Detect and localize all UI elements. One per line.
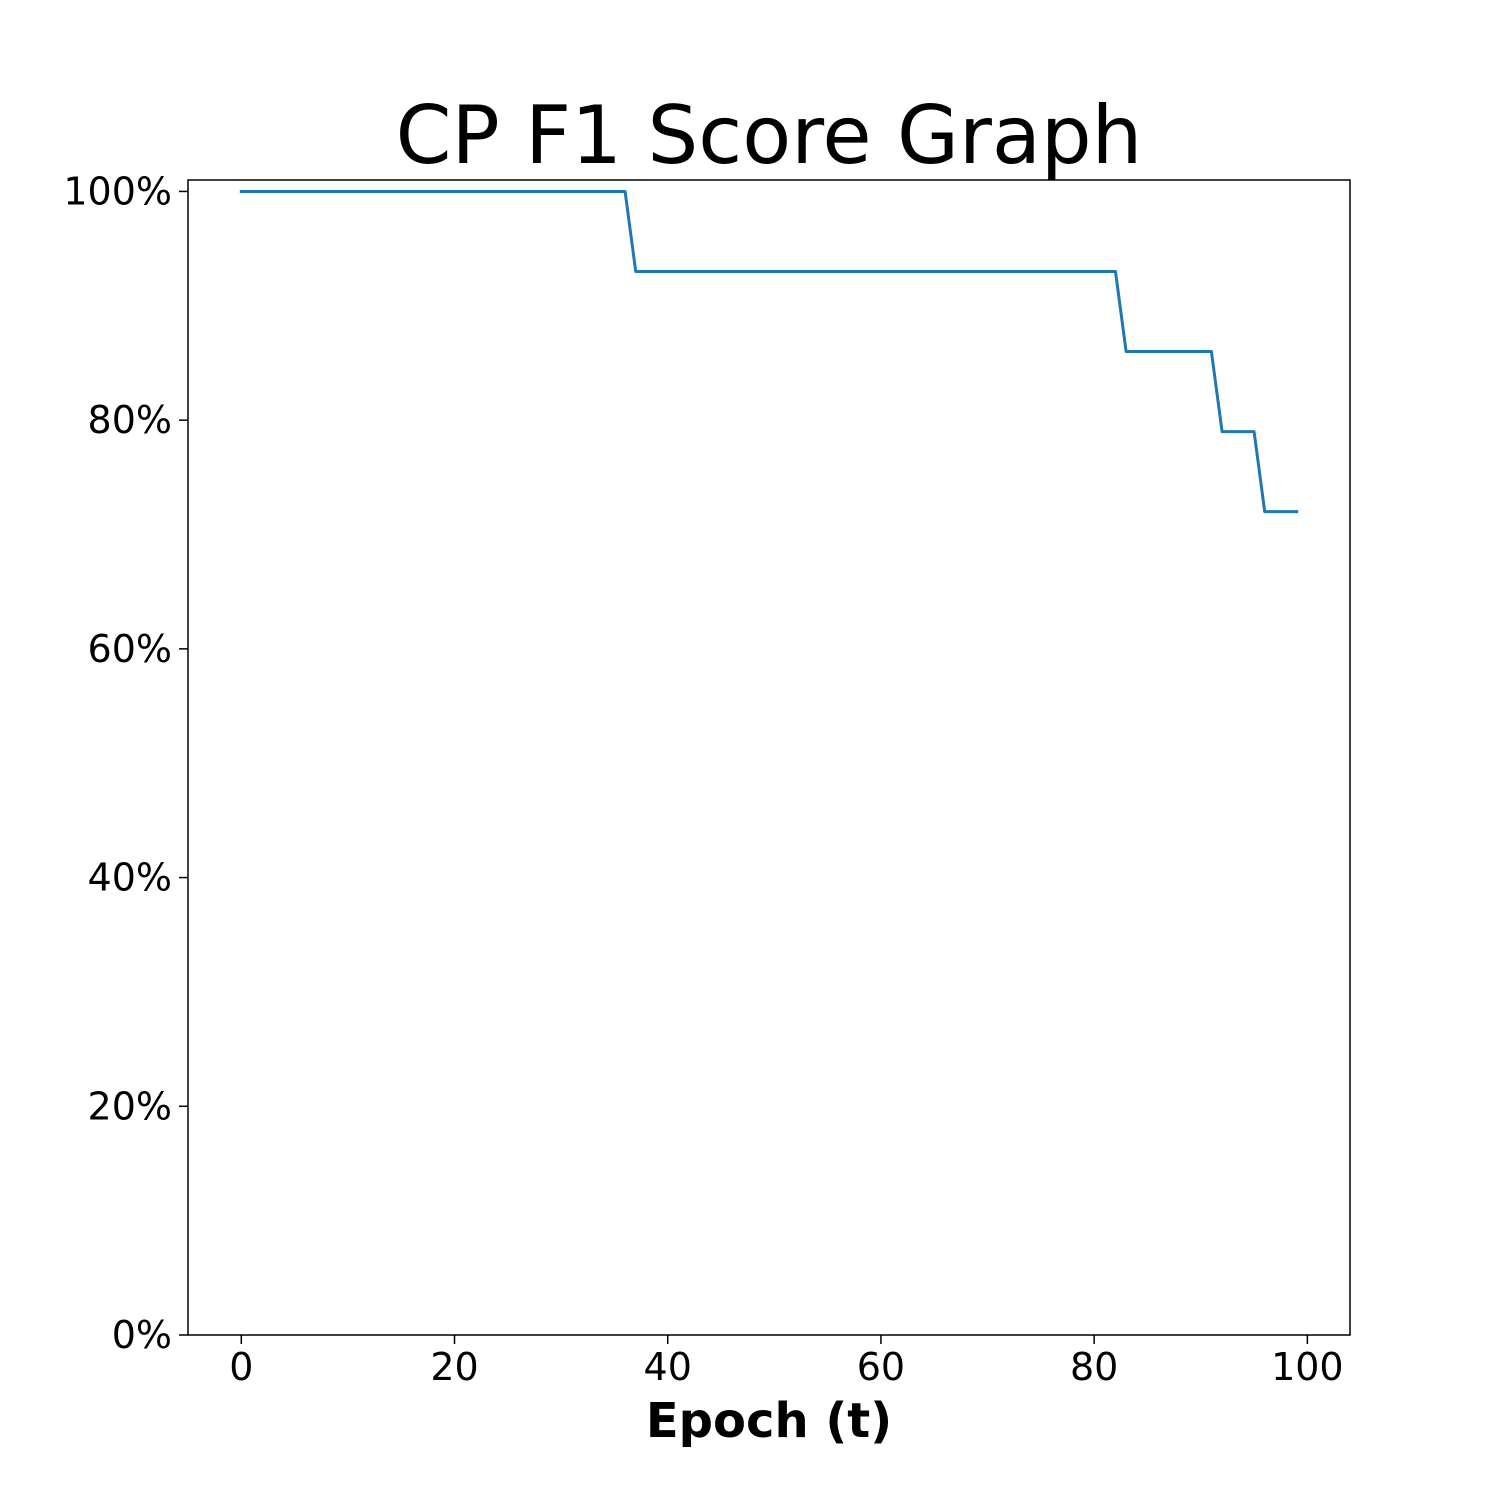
plot-area [187,179,1351,1336]
y-tick-label: 20% [88,1084,172,1128]
y-tick-label: 100% [63,169,172,213]
series-line-0 [239,189,1299,514]
y-axis: 0% 20% 40% 60% 80% 100% [63,169,188,1357]
y-tick-label: 0% [112,1313,172,1357]
chart-title: CP F1 Score Graph [396,89,1143,182]
y-tick-label: 80% [88,398,172,442]
x-tick-label: 0 [229,1345,253,1389]
x-tick-label: 100 [1271,1345,1344,1389]
x-tick-label: 40 [644,1345,692,1389]
x-tick-label: 20 [430,1345,478,1389]
x-axis-label: Epoch (t) [646,1393,892,1449]
x-tick-label: 60 [857,1345,905,1389]
x-axis: 0 20 40 60 80 100 [229,1335,1344,1389]
y-tick-label: 40% [88,856,172,900]
x-tick-label: 80 [1070,1345,1118,1389]
plot-frame [187,179,1351,1336]
y-tick-label: 60% [88,627,172,671]
